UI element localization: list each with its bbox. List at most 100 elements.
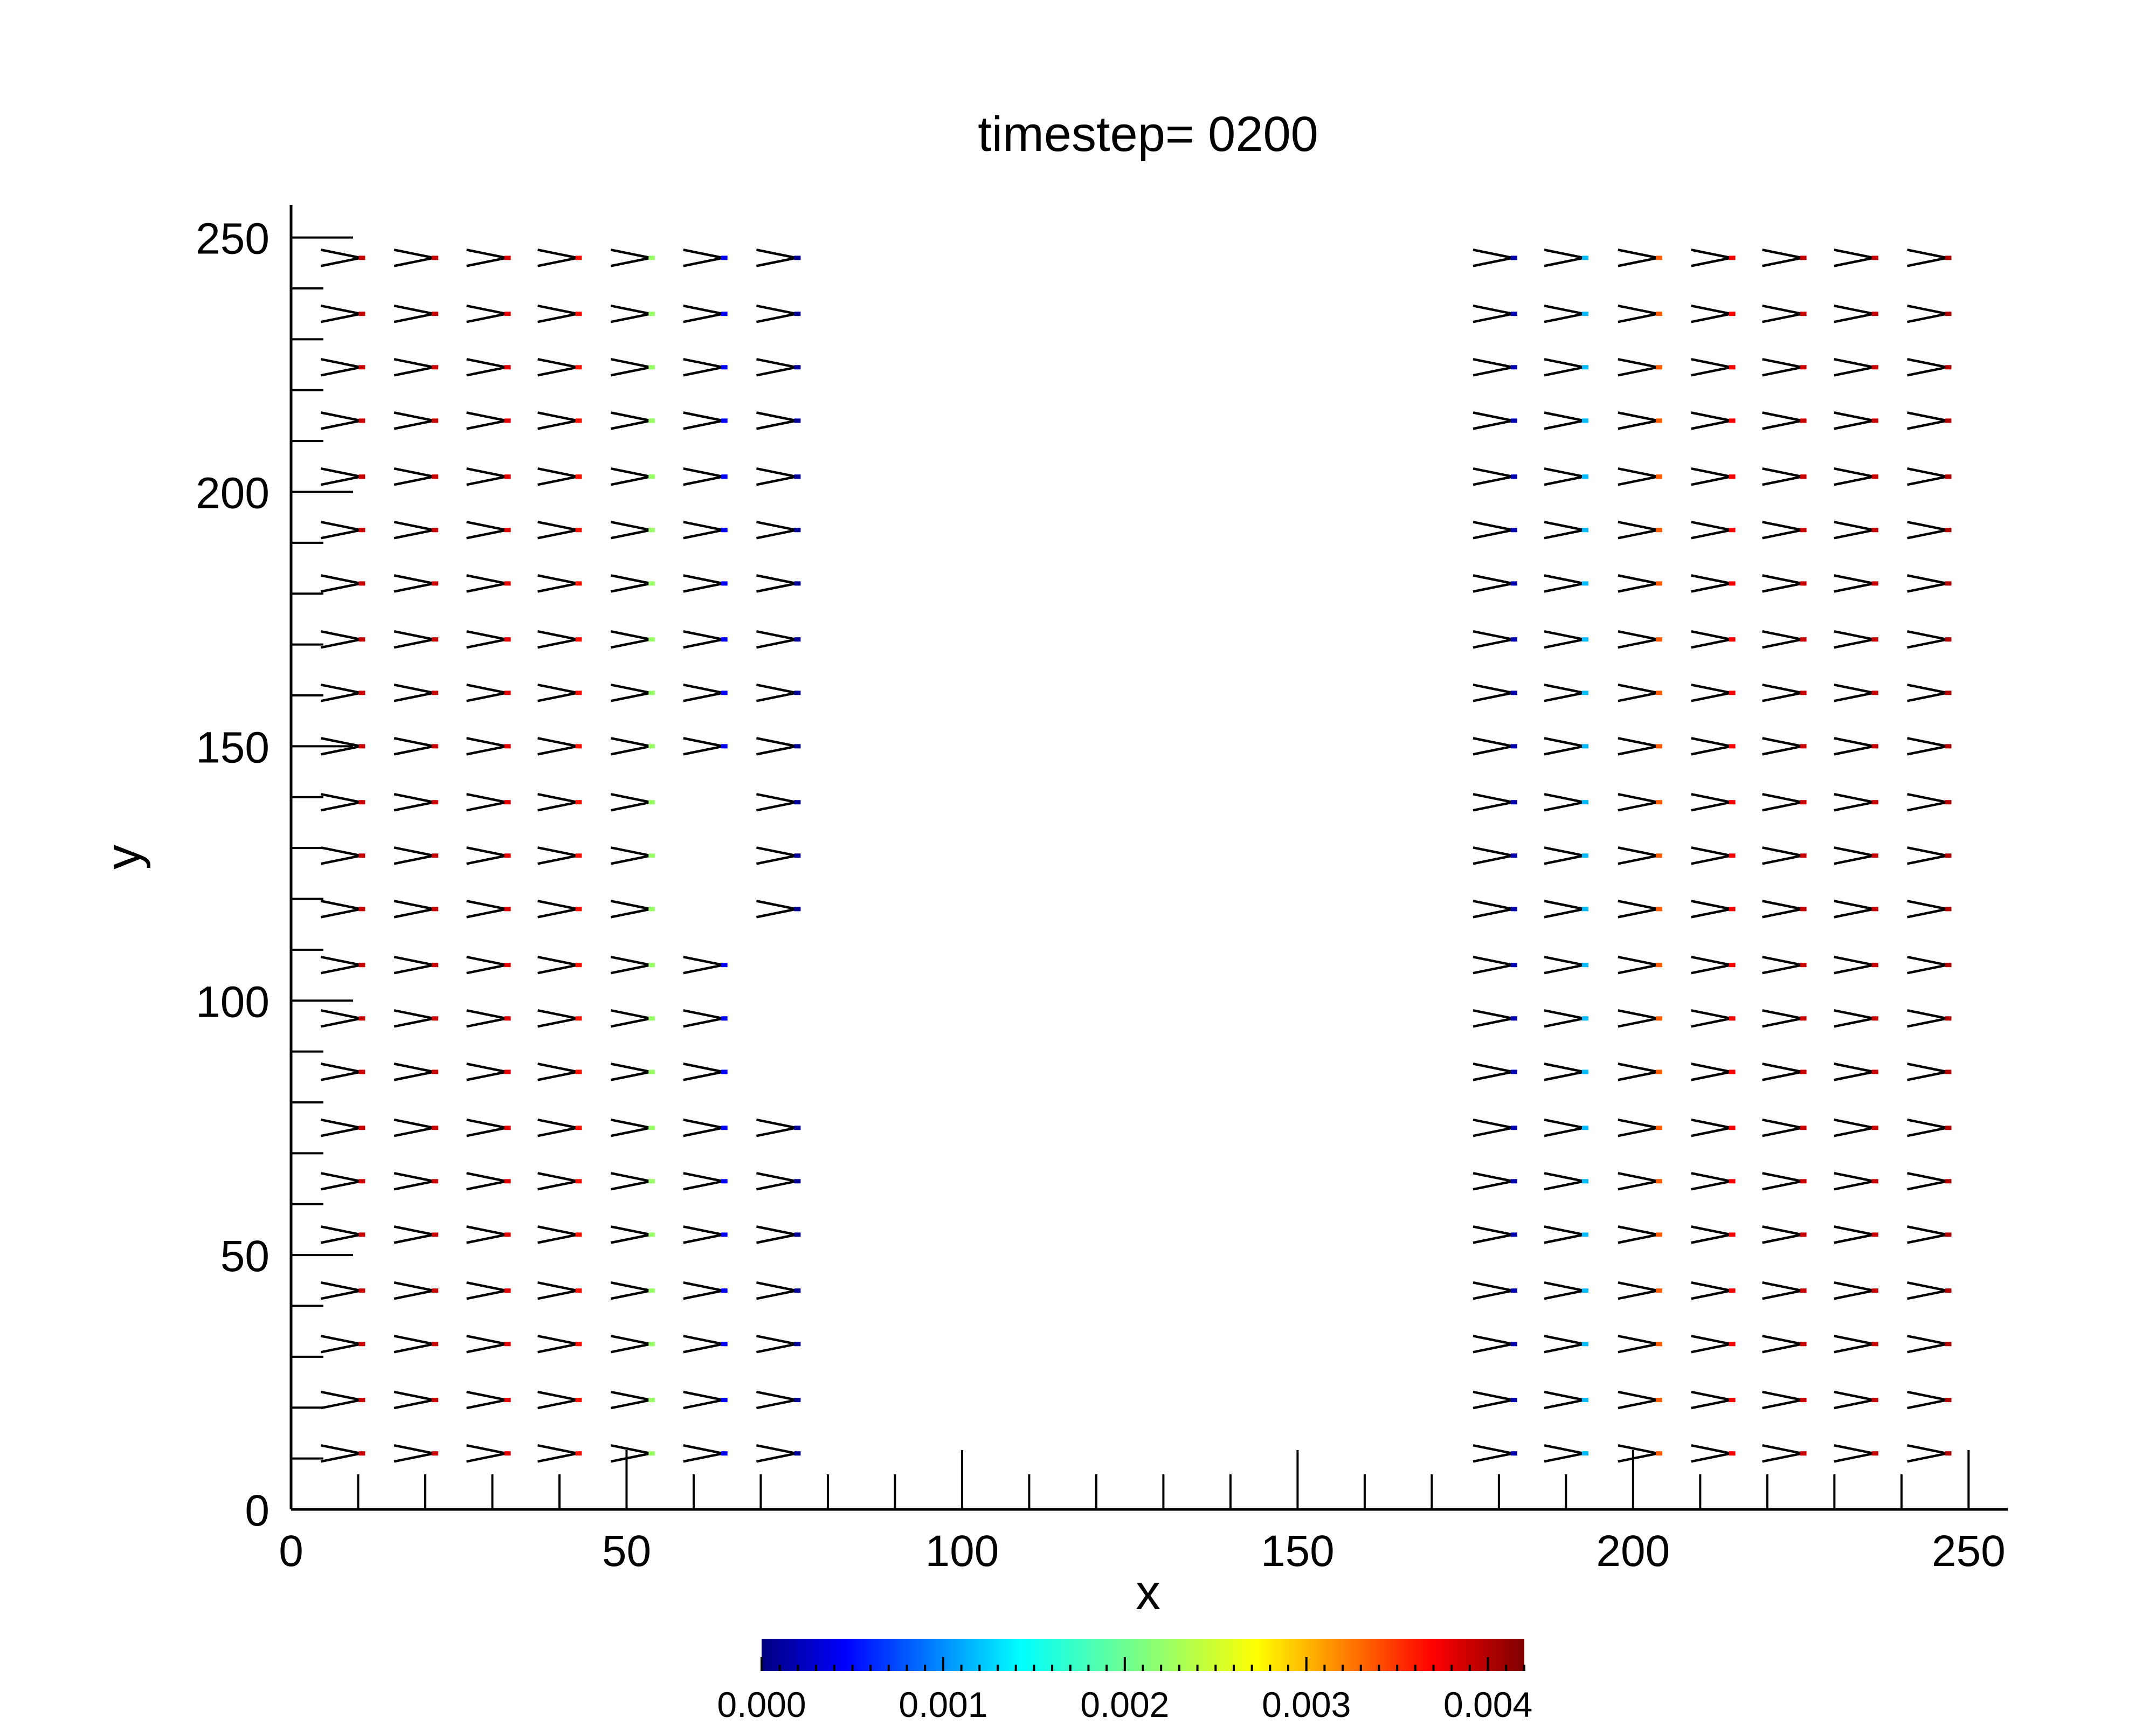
vector-glyph [1618,1281,1662,1300]
vector-glyph [537,1062,582,1081]
vector-glyph [1762,1062,1807,1081]
vector-glyph [756,684,801,702]
y-tick-label: 0 [245,1486,270,1535]
vector-glyph [1544,1444,1588,1463]
y-axis-ticks: 0 50 100 150 200 250 [196,215,353,1535]
vector-glyph [466,900,511,919]
vector-glyph [393,1444,439,1463]
vector-glyph [1691,304,1736,323]
vector-glyph [756,1335,801,1354]
y-tick-label: 200 [196,469,270,518]
vector-glyph [1762,1009,1807,1028]
vector-glyph [466,1172,511,1191]
vector-glyph [321,358,365,377]
vector-glyph [393,574,439,593]
vector-glyph [610,1444,655,1463]
vector-glyph [610,521,655,540]
vector-glyph [1834,630,1878,649]
vector-glyph [1762,521,1807,540]
vector-glyph [1762,684,1807,702]
vector-glyph [1834,1444,1878,1463]
vector-glyph [1473,467,1518,486]
vector-glyph [1762,467,1807,486]
vector-glyph [683,1225,728,1244]
vector-glyph [1907,467,1952,486]
vector-glyph [1473,955,1518,975]
vector-glyph [610,900,655,919]
vector-glyph [1762,1225,1807,1244]
vector-glyph [393,1009,439,1028]
vector-glyph [1618,467,1662,486]
vector-glyph [1544,1335,1588,1354]
vector-glyph [756,1172,801,1191]
vector-glyph [537,1281,582,1300]
vector-glyph [1907,1062,1952,1081]
vector-glyph [1618,737,1662,756]
vector-glyph [466,1062,511,1081]
vector-glyph [321,304,365,323]
vector-glyph [1473,304,1518,323]
vector-glyph [683,411,728,430]
vector-glyph [321,1281,365,1300]
vector-glyph [1691,521,1736,540]
vector-glyph [393,1335,439,1354]
vector-glyph [393,1062,439,1081]
vector-glyph [1691,411,1736,430]
vector-glyph [537,737,582,756]
vector-glyph [683,684,728,702]
vector-glyph [321,1009,365,1028]
vector-glyph [1544,1009,1588,1028]
vector-glyph [1544,358,1588,377]
vector-glyph [466,1444,511,1463]
vector-glyph [1762,1444,1807,1463]
vector-glyph [1907,1118,1952,1137]
vector-glyph [1762,630,1807,649]
vector-glyph [1834,574,1878,593]
vector-glyph [1762,1335,1807,1354]
vector-glyph [756,1225,801,1244]
vector-glyph [1907,574,1952,593]
vector-glyph [1691,1062,1736,1081]
vector-glyph [1691,1225,1736,1244]
vector-glyph [610,955,655,975]
vector-glyph [683,249,728,267]
vector-glyph [321,249,365,267]
vector-glyph [321,846,365,865]
vector-glyph [1618,1225,1662,1244]
vector-glyph [1907,249,1952,267]
vector-glyph [610,358,655,377]
vector-glyph [1544,1225,1588,1244]
vector-glyph [610,574,655,593]
vector-glyph [1618,630,1662,649]
vector-glyph [1544,304,1588,323]
vector-glyph [756,358,801,377]
vector-glyph [1691,900,1736,919]
vector-glyph [1618,1009,1662,1028]
vector-glyph [683,358,728,377]
vector-glyphs [321,249,1952,1463]
chart-title: timestep= 0200 [978,107,1318,162]
vector-glyph [1618,1444,1662,1463]
vector-glyph [1691,1172,1736,1191]
x-tick-label: 200 [1596,1527,1670,1576]
vector-glyph [1907,1281,1952,1300]
vector-glyph [1618,1062,1662,1081]
vector-glyph [1762,955,1807,975]
vector-glyph [610,411,655,430]
vector-glyph [1907,955,1952,975]
vector-glyph [1544,684,1588,702]
vector-glyph [1834,304,1878,323]
vector-glyph [1618,1118,1662,1137]
vector-glyph [1473,1172,1518,1191]
vector-glyph [1762,737,1807,756]
vector-glyph [393,630,439,649]
vector-glyph [756,737,801,756]
vector-glyph [537,521,582,540]
vector-glyph [1618,1172,1662,1191]
x-tick-label: 0 [279,1527,303,1576]
vector-glyph [321,955,365,975]
vector-glyph [610,1172,655,1191]
vector-glyph [1473,1444,1518,1463]
vector-glyph [1618,1335,1662,1354]
vector-glyph [321,411,365,430]
